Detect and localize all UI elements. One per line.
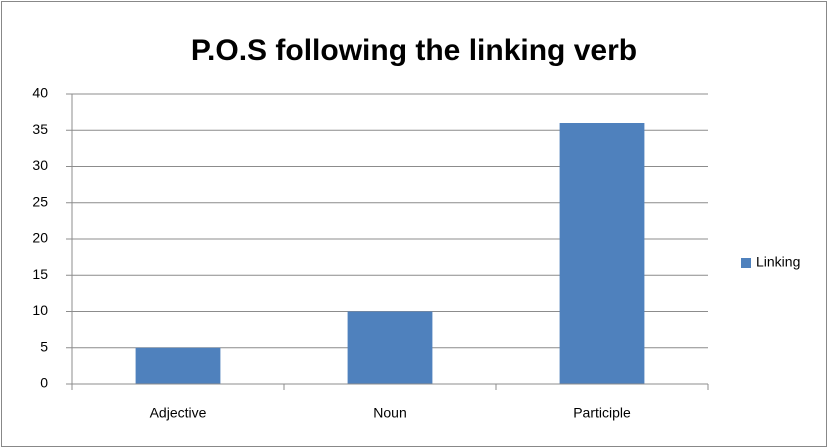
y-tick-label: 35 <box>32 121 48 137</box>
y-tick-label: 10 <box>32 302 48 318</box>
y-tick-label: 15 <box>32 266 48 282</box>
y-tick-label: 0 <box>40 375 48 391</box>
bar <box>559 123 645 384</box>
legend-label: Linking <box>756 254 800 270</box>
y-tick-label: 40 <box>32 85 48 101</box>
y-tick-label: 25 <box>32 193 48 209</box>
chart-title: P.O.S following the linking verb <box>191 34 637 67</box>
y-tick-label: 30 <box>32 157 48 173</box>
legend-swatch <box>741 258 751 268</box>
bar <box>347 311 433 384</box>
bar <box>135 347 221 384</box>
y-tick-label: 5 <box>40 338 48 354</box>
x-tick-label: Adjective <box>150 405 207 421</box>
x-tick-label: Participle <box>573 405 631 421</box>
x-tick-label: Noun <box>373 405 406 421</box>
y-tick-label: 20 <box>32 230 48 246</box>
